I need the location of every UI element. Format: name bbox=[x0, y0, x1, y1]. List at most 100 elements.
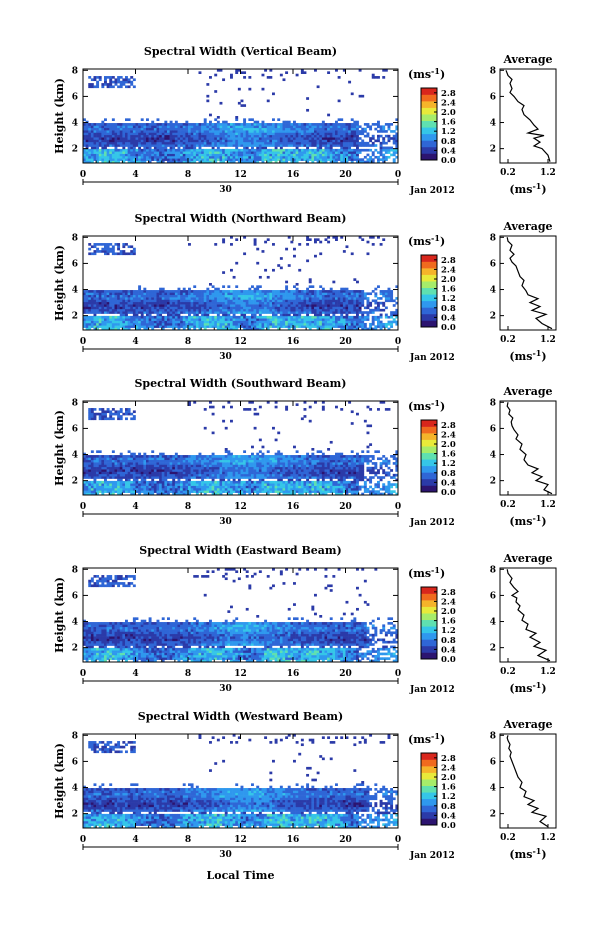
heatmap-cell bbox=[258, 139, 262, 143]
heatmap-cell bbox=[143, 294, 147, 298]
heatmap-cell bbox=[172, 462, 176, 465]
heatmap-cell bbox=[93, 473, 97, 477]
heatmap-cell bbox=[117, 410, 121, 414]
heatmap-cell bbox=[174, 308, 178, 312]
heatmap-cell bbox=[132, 134, 136, 138]
heatmap-cell bbox=[321, 325, 325, 328]
heatmap-cell bbox=[258, 125, 262, 129]
heatmap-cell bbox=[327, 311, 331, 314]
heatmap-cell bbox=[130, 155, 134, 159]
heatmap-cell bbox=[117, 459, 121, 463]
heatmap-cell bbox=[356, 125, 359, 129]
heatmap-cell bbox=[211, 137, 215, 140]
heatmap-cell bbox=[201, 148, 205, 152]
heatmap-cell bbox=[353, 158, 357, 161]
heatmap-cell bbox=[287, 297, 291, 300]
heatmap-cell bbox=[174, 455, 178, 458]
heatmap-cell bbox=[366, 144, 370, 147]
heatmap-cell bbox=[182, 299, 186, 303]
heatmap-cell bbox=[159, 151, 163, 154]
heatmap-cell bbox=[148, 132, 152, 136]
heatmap-cell bbox=[303, 141, 307, 145]
heatmap-cell bbox=[248, 325, 252, 328]
heatmap-cell bbox=[224, 313, 228, 317]
heatmap-cell bbox=[151, 139, 155, 143]
heatmap-cell bbox=[138, 306, 142, 310]
heatmap-cell bbox=[169, 123, 173, 126]
heatmap-cell bbox=[279, 304, 283, 307]
heatmap-cell bbox=[140, 487, 144, 491]
heatmap-cell bbox=[117, 137, 121, 140]
heatmap-cell bbox=[240, 125, 244, 129]
heatmap-cell bbox=[119, 464, 123, 468]
heatmap-cell bbox=[390, 146, 394, 150]
heatmap-cell bbox=[266, 125, 270, 129]
heatmap-cell bbox=[96, 464, 100, 468]
heatmap-cell bbox=[340, 287, 344, 291]
heatmap-cell bbox=[138, 485, 142, 489]
heatmap-cell bbox=[90, 292, 94, 296]
heatmap-cell bbox=[314, 134, 317, 138]
heatmap-cell bbox=[374, 287, 378, 291]
heatmap-cell bbox=[203, 120, 207, 124]
heatmap-cell bbox=[125, 412, 128, 416]
heatmap-cell bbox=[219, 294, 223, 298]
heatmap-cell bbox=[182, 155, 186, 159]
heatmap-cell bbox=[274, 325, 278, 328]
heatmap-cell bbox=[350, 294, 354, 298]
heatmap-cell bbox=[319, 290, 323, 293]
heatmap-cell bbox=[96, 455, 100, 458]
heatmap-cell bbox=[293, 160, 296, 164]
heatmap-cell bbox=[83, 290, 86, 293]
heatmap-cell bbox=[119, 301, 123, 305]
heatmap-cell bbox=[96, 160, 100, 164]
heatmap-cell bbox=[143, 466, 147, 470]
heatmap-cell bbox=[125, 471, 128, 475]
heatmap-cell bbox=[216, 322, 220, 326]
heatmap-cell bbox=[130, 455, 134, 458]
heatmap-cell bbox=[227, 144, 231, 147]
heatmap-cell bbox=[209, 311, 212, 314]
heatmap-cell bbox=[148, 483, 152, 486]
heatmap-cell bbox=[148, 290, 152, 293]
heatmap-cell bbox=[248, 155, 252, 159]
heatmap-cell bbox=[251, 318, 254, 321]
heatmap-cell bbox=[269, 125, 273, 129]
heatmap-cell bbox=[237, 318, 241, 321]
heatmap-cell bbox=[371, 160, 375, 164]
heatmap-cell bbox=[209, 113, 212, 117]
heatmap-cell bbox=[90, 130, 94, 133]
heatmap-cell bbox=[248, 318, 252, 321]
heatmap-cell bbox=[237, 134, 241, 138]
heatmap-cell bbox=[211, 325, 215, 328]
heatmap-cell bbox=[96, 294, 100, 298]
heatmap-cell bbox=[106, 466, 110, 470]
heatmap-cell bbox=[253, 160, 257, 164]
heatmap-cell bbox=[211, 315, 215, 319]
heatmap-cell bbox=[159, 322, 163, 326]
heatmap-cell bbox=[308, 308, 312, 312]
heatmap-cell bbox=[93, 325, 97, 328]
heatmap-cell bbox=[216, 325, 220, 328]
heatmap-cell bbox=[211, 299, 215, 303]
heatmap-cell bbox=[174, 123, 178, 126]
heatmap-cell bbox=[156, 308, 160, 312]
heatmap-cell bbox=[303, 127, 307, 131]
heatmap-cell bbox=[379, 325, 383, 328]
heatmap-cell bbox=[332, 127, 336, 131]
heatmap-cell bbox=[353, 325, 357, 328]
heatmap-cell bbox=[153, 299, 157, 303]
heatmap-cell bbox=[269, 155, 273, 159]
heatmap-cell bbox=[198, 130, 202, 133]
heatmap-cell bbox=[182, 153, 186, 157]
heatmap-cell bbox=[161, 455, 165, 458]
heatmap-cell bbox=[277, 155, 281, 159]
heatmap-cell bbox=[227, 123, 231, 126]
heatmap-cell bbox=[395, 134, 399, 138]
heatmap-cell bbox=[106, 408, 110, 411]
heatmap-cell bbox=[224, 139, 228, 143]
heatmap-cell bbox=[111, 417, 115, 421]
heatmap-cell bbox=[258, 275, 262, 279]
heatmap-cell bbox=[337, 130, 341, 133]
heatmap-cell bbox=[190, 297, 194, 300]
